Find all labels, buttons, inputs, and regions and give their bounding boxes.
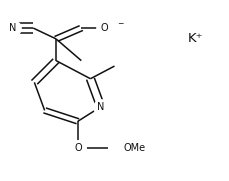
Text: OMe: OMe (124, 142, 146, 153)
Text: K⁺: K⁺ (188, 31, 204, 45)
Text: N: N (9, 23, 16, 33)
Text: N: N (97, 102, 104, 112)
Text: −: − (117, 19, 123, 28)
Text: O: O (74, 142, 82, 153)
Text: O: O (100, 23, 108, 33)
